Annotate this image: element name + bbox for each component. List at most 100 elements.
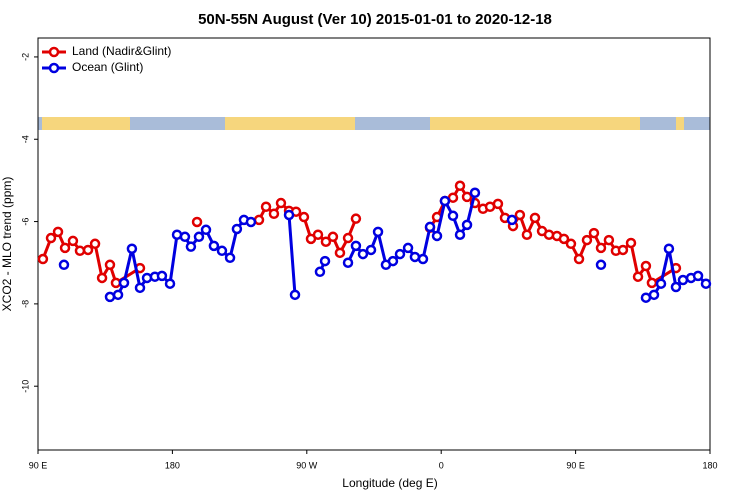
data-point bbox=[67, 235, 79, 247]
data-point bbox=[543, 229, 555, 240]
data-point bbox=[646, 277, 658, 289]
data-point bbox=[334, 247, 346, 259]
data-point bbox=[461, 219, 473, 231]
data-point bbox=[424, 221, 436, 233]
legend-marker bbox=[48, 62, 60, 74]
data-point bbox=[692, 270, 704, 282]
x-tick-label: 180 bbox=[702, 460, 717, 470]
data-point bbox=[677, 274, 689, 286]
data-point bbox=[342, 232, 354, 244]
data-point bbox=[409, 251, 421, 263]
data-point bbox=[417, 253, 429, 265]
data-point bbox=[275, 197, 287, 209]
data-point bbox=[573, 253, 585, 265]
data-point bbox=[700, 278, 712, 289]
data-point bbox=[439, 195, 451, 207]
data-point bbox=[141, 272, 153, 284]
data-point bbox=[104, 291, 116, 303]
data-point bbox=[89, 238, 101, 250]
data-point bbox=[402, 242, 414, 254]
data-point bbox=[521, 229, 533, 240]
data-point bbox=[320, 236, 332, 247]
data-point bbox=[164, 278, 176, 289]
data-point bbox=[231, 223, 243, 235]
x-tick-label: 180 bbox=[165, 460, 180, 470]
data-point bbox=[268, 208, 280, 219]
data-point bbox=[663, 243, 675, 254]
data-point bbox=[224, 252, 236, 264]
data-point bbox=[454, 229, 466, 240]
data-point bbox=[185, 241, 197, 252]
data-point bbox=[52, 226, 64, 238]
data-point bbox=[372, 226, 384, 238]
data-point bbox=[514, 209, 526, 221]
data-point bbox=[58, 259, 70, 271]
legend: Land (Nadir&Glint) Ocean (Glint) bbox=[42, 44, 171, 74]
data-point bbox=[640, 260, 652, 272]
data-point bbox=[260, 201, 272, 213]
data-point bbox=[156, 270, 168, 282]
data-point bbox=[118, 277, 130, 289]
y-axis-label: XCO2 - MLO trend (ppm) bbox=[0, 177, 14, 312]
data-point bbox=[529, 212, 541, 224]
map-strip bbox=[38, 117, 710, 130]
data-point bbox=[134, 282, 146, 294]
data-point bbox=[112, 289, 124, 301]
data-point bbox=[617, 244, 629, 256]
data-point bbox=[283, 209, 295, 221]
data-point bbox=[245, 216, 257, 228]
x-tick-label: 90 W bbox=[296, 460, 318, 470]
data-point bbox=[126, 243, 138, 254]
data-point bbox=[45, 232, 57, 244]
data-point bbox=[312, 229, 324, 240]
x-axis-label: Longitude (deg E) bbox=[342, 476, 437, 490]
data-point bbox=[96, 272, 108, 284]
y-tick-label: -10 bbox=[20, 380, 30, 393]
data-point bbox=[200, 224, 212, 236]
data-point bbox=[357, 248, 369, 260]
data-point bbox=[216, 245, 228, 257]
data-point bbox=[447, 192, 459, 203]
data-point bbox=[82, 244, 94, 256]
data-point bbox=[632, 271, 644, 282]
data-point bbox=[447, 210, 459, 222]
data-point bbox=[298, 211, 310, 223]
data-point bbox=[342, 257, 354, 268]
y-tick-label: -6 bbox=[20, 218, 30, 226]
data-point bbox=[394, 248, 406, 260]
data-point bbox=[461, 191, 473, 203]
data-point bbox=[595, 259, 607, 271]
y-tick-label: -4 bbox=[20, 135, 30, 143]
chart-title: 50N-55N August (Ver 10) 2015-01-01 to 20… bbox=[198, 11, 552, 28]
data-point bbox=[431, 230, 443, 242]
data-point bbox=[365, 244, 377, 256]
data-point bbox=[595, 242, 607, 254]
x-tick-label: 0 bbox=[439, 460, 444, 470]
data-point bbox=[208, 240, 220, 252]
x-tick-label: 90 E bbox=[566, 460, 585, 470]
data-point bbox=[289, 289, 301, 301]
data-point bbox=[588, 227, 600, 239]
data-point bbox=[469, 187, 481, 199]
data-point bbox=[327, 231, 339, 243]
data-point bbox=[110, 277, 122, 289]
data-point bbox=[104, 259, 116, 271]
legend-label: Land (Nadir&Glint) bbox=[72, 44, 171, 58]
data-point bbox=[581, 234, 593, 246]
data-point bbox=[350, 240, 362, 252]
data-point bbox=[350, 213, 362, 224]
x-tick-label: 90 E bbox=[29, 460, 48, 470]
data-point bbox=[319, 255, 331, 267]
data-point bbox=[625, 237, 637, 249]
data-point bbox=[37, 253, 49, 265]
data-point bbox=[454, 180, 466, 192]
data-point bbox=[603, 234, 615, 246]
data-point bbox=[193, 231, 205, 243]
data-point bbox=[655, 278, 667, 289]
data-point bbox=[565, 238, 577, 250]
data-point bbox=[387, 255, 399, 267]
data-point bbox=[640, 292, 652, 303]
data-point bbox=[191, 216, 203, 228]
plot-frame bbox=[37, 37, 711, 451]
